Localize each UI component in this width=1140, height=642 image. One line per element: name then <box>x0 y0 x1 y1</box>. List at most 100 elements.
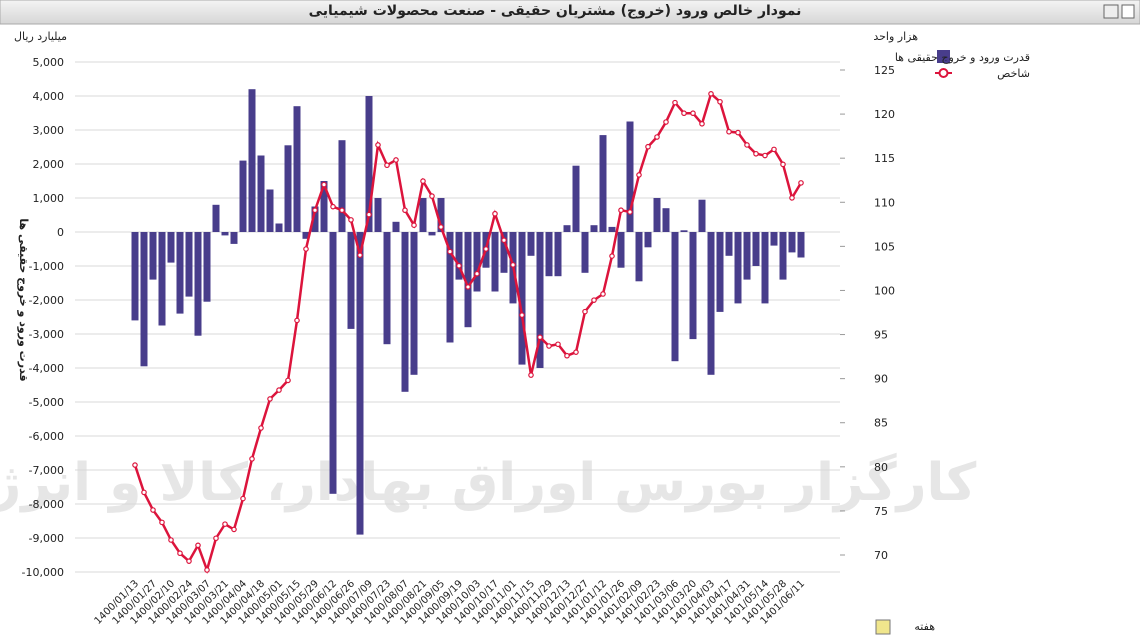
line-point <box>321 181 327 188</box>
refresh-button[interactable] <box>875 619 891 635</box>
y-tick-label: 3,000 <box>33 124 65 137</box>
bar <box>590 225 598 232</box>
line-point <box>681 110 687 117</box>
bar <box>653 198 661 232</box>
line-point <box>222 521 228 527</box>
line-point <box>267 396 273 402</box>
line-point <box>564 352 570 359</box>
bar <box>338 140 346 232</box>
line-point <box>447 248 453 255</box>
line-point <box>717 98 723 105</box>
line-point <box>546 343 552 349</box>
line-point <box>303 246 309 252</box>
bar <box>167 232 175 263</box>
y-tick-label: 0 <box>57 226 64 239</box>
bar <box>158 232 166 326</box>
y2-tick-label: 115 <box>874 152 895 165</box>
line-point <box>591 297 597 303</box>
bar <box>329 232 337 494</box>
y2-tick-label: 120 <box>874 108 895 121</box>
bar <box>671 232 679 362</box>
line-point <box>726 128 732 135</box>
line-point <box>474 270 480 277</box>
line-point <box>429 193 435 199</box>
bar <box>608 226 616 232</box>
line-point <box>456 262 462 269</box>
y-tick-label: -2,000 <box>29 294 64 307</box>
bar <box>716 232 724 312</box>
line-point <box>789 195 795 201</box>
y2-tick-label: 95 <box>874 329 888 342</box>
bar <box>392 221 400 232</box>
line-point <box>132 462 138 468</box>
line-point <box>780 161 786 168</box>
y2-tick-label: 100 <box>874 284 895 297</box>
bar <box>212 204 220 232</box>
line-point <box>510 262 516 268</box>
line-point <box>150 507 156 513</box>
print-icon[interactable] <box>1103 4 1119 19</box>
line-point <box>375 142 381 148</box>
bar <box>221 232 229 236</box>
line-point <box>600 291 606 297</box>
y-tick-label: -6,000 <box>29 430 64 443</box>
export-icon[interactable] <box>1121 4 1135 19</box>
y2-tick-label: 80 <box>874 461 888 474</box>
line-point <box>618 207 624 214</box>
bar <box>797 232 805 258</box>
legend-swatch <box>938 68 949 78</box>
bar <box>734 232 742 304</box>
bar <box>275 223 283 232</box>
bar <box>536 232 544 368</box>
line-point <box>366 211 372 218</box>
line-point <box>411 222 417 229</box>
line-point <box>528 372 534 378</box>
bar <box>707 232 715 375</box>
line-point <box>573 349 579 355</box>
y-tick-label: -8,000 <box>29 498 64 511</box>
bar <box>455 232 463 280</box>
y2-tick-label: 125 <box>874 64 895 77</box>
line-point <box>384 162 390 169</box>
line-point <box>204 567 210 573</box>
bar <box>527 232 535 256</box>
bar <box>140 232 148 367</box>
line-point <box>699 120 705 127</box>
line-point <box>465 284 471 290</box>
line-point <box>348 217 354 223</box>
bar <box>437 198 445 232</box>
line-point <box>690 110 696 117</box>
y-tick-label: 5,000 <box>33 56 65 69</box>
bar <box>698 199 706 232</box>
bar <box>500 232 508 273</box>
line-point <box>141 489 147 496</box>
bar <box>194 232 202 336</box>
y-unit: میلیارد ریال <box>14 30 67 43</box>
line-point <box>249 456 255 462</box>
y2-tick-label: 70 <box>874 549 888 562</box>
y-tick-label: -10,000 <box>22 566 64 579</box>
bar <box>644 232 652 248</box>
line-point <box>420 178 426 184</box>
line-point <box>501 237 507 243</box>
y-tick-label: 1,000 <box>33 192 65 205</box>
line-point <box>492 210 498 217</box>
bar <box>635 232 643 282</box>
line-point <box>195 542 201 549</box>
line-point <box>438 224 444 230</box>
bar <box>680 230 688 232</box>
watermark: کارگزار بورس اوراق بهادار، کالا و انرژی <box>0 452 977 513</box>
bar <box>284 145 292 232</box>
y-tick-label: -5,000 <box>29 396 64 409</box>
y-tick-label: -1,000 <box>29 260 64 273</box>
line-point <box>186 558 192 564</box>
bar <box>203 232 211 302</box>
y2-tick-label: 105 <box>874 240 895 253</box>
bar <box>185 232 193 297</box>
bar <box>473 232 481 292</box>
y2-tick-label: 110 <box>874 196 895 209</box>
bar <box>572 165 580 232</box>
line-point <box>582 308 588 315</box>
y-tick-label: 4,000 <box>33 90 65 103</box>
bar <box>266 189 274 232</box>
